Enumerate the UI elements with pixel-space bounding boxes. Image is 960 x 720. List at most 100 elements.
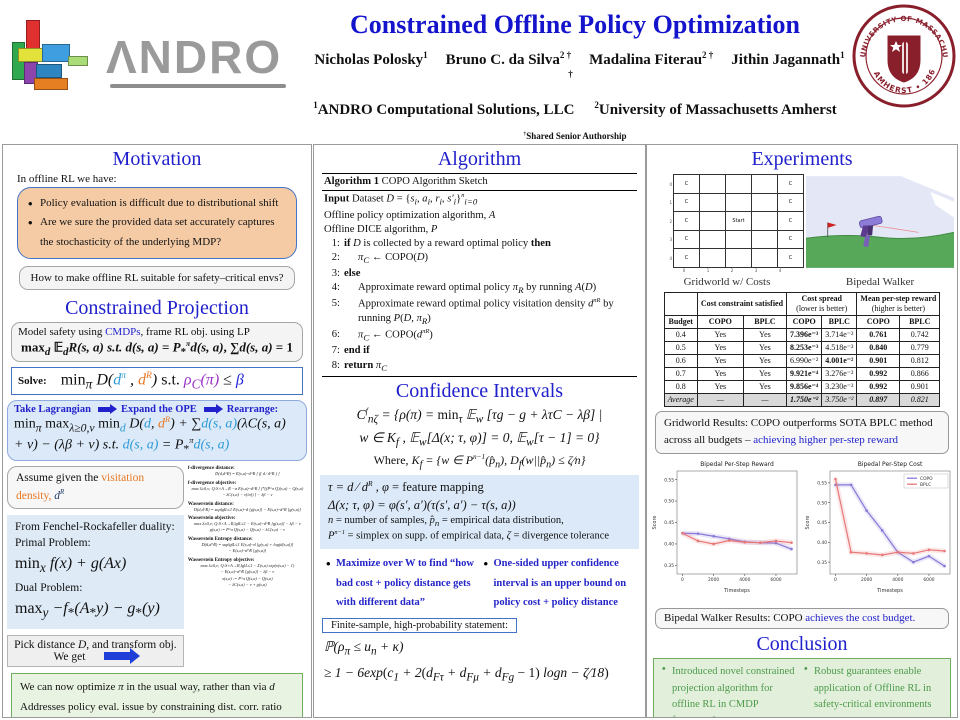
author: Bruno C. da Silva2 †	[445, 50, 572, 68]
algorithm-body: Input Dataset D = {si, ai, ri, s′i}ni=0 O…	[322, 191, 637, 377]
grid-cell: C	[777, 174, 804, 194]
takeaway-line2: Addresses policy eval. issue by constrai…	[20, 700, 282, 713]
grid-cell: C	[673, 248, 700, 268]
bipedal-walker-image	[805, 175, 955, 268]
grid-cell	[751, 211, 778, 231]
lagrangian-step: Rearrange:	[226, 404, 279, 416]
algorithm-line: 7: end if	[331, 345, 370, 357]
table-row: 0.5 Yes Yes 8.253e⁻³ 4.518e⁻² 0.840 0.779	[663, 340, 941, 355]
section-title-motivation: Motivation	[112, 148, 202, 170]
grid-cell: C	[777, 211, 804, 231]
section-title-constrained-projection: Constrained Projection	[65, 296, 249, 319]
grid-cell: C	[777, 229, 804, 249]
poster-title: Constrained Offline Policy Optimization	[350, 10, 800, 39]
gridworld-figure: 0 C C 1 C C 2 C Start C 3 C C 4 C C 0 1 2 3 4 Gridworld w/ C…	[650, 173, 804, 288]
probability-bound-line2: ≥ 1 − 6exp(c1 + 2(dFτ + dFμ + dFg − 1) l…	[324, 664, 609, 684]
svg-text:0.40: 0.40	[817, 540, 827, 546]
table-cell: 0.992	[856, 379, 901, 394]
table-column-header: Budget	[663, 314, 698, 329]
author: Madalina Fiterau2 †	[589, 50, 714, 68]
grid-cell: C	[673, 229, 700, 249]
confidence-set-formula-line2: w ∈ Kf , 𝔼w[Δ(x; τ, φ)] = 0, 𝔼w[τ − 1] =…	[359, 429, 600, 449]
right-arrow-icon	[203, 404, 223, 415]
motivation-question-box: How to make offline RL suitable for safe…	[19, 265, 295, 290]
table-cell: 9.856e⁻⁴	[786, 379, 823, 394]
gridworld-caption: Gridworld w/ Costs	[683, 275, 771, 288]
table-cell: Average	[663, 392, 698, 407]
algorithm-line: 4: Approximate reward optimal policy πR b…	[331, 282, 597, 296]
walker-figure: Bipedal Walker	[805, 175, 955, 288]
table-column-header: COPO	[696, 314, 744, 329]
grid-cell	[751, 229, 778, 249]
shared-authorship-footnote: †Shared Senior Authorship	[523, 131, 627, 141]
pick-we-get: We get	[14, 647, 177, 664]
primal-formula: minx f(x) + g(Ax)	[15, 554, 127, 576]
duality-intro: From Fenchel-Rockafeller duality:	[15, 520, 175, 533]
divergence-formula-section: f-divergence objective: max λ≥0,ν; Q:S×A→…	[187, 480, 304, 498]
svg-text:0.50: 0.50	[817, 500, 827, 506]
table-cell: 9.921e⁻⁴	[786, 366, 823, 381]
pick-distance-text: Pick distance D, and transform obj.	[14, 638, 177, 651]
table-cell: 0.761	[856, 327, 901, 342]
table-cell: Yes	[742, 327, 788, 342]
table-cell: Yes	[696, 327, 744, 342]
bipedal-cost-chart: Bipedal Per-Step Cost Score Timesteps 0.35 0…	[805, 461, 950, 594]
walker-caption: Bipedal Walker	[845, 275, 915, 288]
left-column: Motivation In offline RL we have: Policy…	[2, 144, 312, 718]
grid-cell: C	[673, 192, 700, 212]
grid-cell	[699, 211, 726, 231]
bullet-maximize-over-w: Maximize over W to find “how bad cost + …	[322, 552, 480, 614]
table-cell: 8.253e⁻³	[786, 340, 823, 355]
conclusion-bullet: Introduced novel constrained projection …	[662, 662, 802, 717]
grid-cell: C	[777, 192, 804, 212]
table-cell: 0.742	[899, 327, 941, 342]
table-cell: 4.518e⁻²	[821, 340, 858, 355]
table-cell: 0.992	[856, 366, 901, 381]
bipedal-results-note: Bipedal Walker Results: COPO achieves th…	[655, 607, 949, 630]
simplex-definition: Pn−1 = simplex on supp. of empirical dat…	[328, 529, 610, 542]
table-group-header	[663, 291, 698, 316]
section-title-experiments: Experiments	[751, 148, 853, 170]
table-cell: 4.001e⁻²	[821, 353, 858, 368]
svg-text:Score: Score	[652, 515, 658, 529]
table-cell: Yes	[696, 340, 744, 355]
table-column-header: BPLC	[742, 314, 788, 329]
section-title-conclusion: Conclusion	[756, 633, 848, 656]
motivation-bullet: Policy evaluation is difficult due to di…	[28, 193, 288, 216]
table-column-header: COPO	[856, 314, 901, 329]
svg-text:BPLC: BPLC	[920, 482, 931, 488]
table-cell: 0.901	[856, 353, 901, 368]
grid-cell	[699, 192, 726, 212]
svg-text:Bipedal Per-Step Cost: Bipedal Per-Step Cost	[857, 461, 922, 468]
svg-text:0.50: 0.50	[664, 498, 674, 504]
motivation-bullet: Are we sure the provided data set accura…	[28, 212, 288, 252]
bullet-one-sided-ci: One-sided upper confidence interval is a…	[480, 552, 638, 614]
right-column: Experiments 0 C C 1 C C 2 C Start C 3 C C 4 C C 0 1 2 3 4 Gr…	[646, 144, 958, 718]
table-cell: 0.897	[856, 392, 901, 407]
motivation-intro: In offline RL we have:	[17, 173, 117, 185]
results-table: Cost constraint satisfied Cost spread (low…	[663, 291, 941, 407]
title-block: Constrained Offline Policy Optimization …	[300, 10, 850, 141]
table-cell: 0.812	[899, 353, 941, 368]
grid-cell: C	[673, 211, 700, 231]
table-cell: 3.714e⁻²	[821, 327, 858, 342]
table-group-header: Cost constraint satisfied	[696, 291, 788, 316]
divergence-formula-section: Wasserstein Entropy objective: max λ≥0,ν;…	[187, 557, 295, 588]
andro-logo-underline	[110, 84, 286, 88]
divergence-formula-section: Wasserstein objective: max λ≥0,ν; Q:S×A→R…	[187, 516, 301, 533]
table-cell: 1.750e⁻²	[786, 392, 823, 407]
table-row: 0.8 Yes Yes 9.856e⁻⁴ 3.230e⁻² 0.992 0.901	[663, 379, 941, 394]
algorithm-line: 1: if D is collected by a reward optimal …	[331, 238, 551, 250]
svg-text:6000: 6000	[923, 577, 934, 583]
grid-cell	[725, 248, 752, 268]
delta-definition: Δ(x; τ, φ) = φ(s′, a′)(τ(s′, a′) − τ(s, …	[328, 497, 516, 512]
divergence-formula-section: f-divergence distance: D(d,d^R) = E(s,a)~…	[187, 466, 280, 477]
duality-and-divergences: Assume given the visitation density, dR …	[7, 466, 307, 667]
svg-text:0.40: 0.40	[664, 541, 674, 547]
table-cell: 6.990e⁻²	[786, 353, 823, 368]
svg-text:Timesteps: Timesteps	[723, 588, 750, 594]
right-arrow-icon	[97, 404, 117, 415]
bipedal-reward-chart: Bipedal Per-Step Reward Score Timesteps 0.3…	[652, 461, 797, 594]
dual-formula: maxy −f*(A*y) − g*(y)	[15, 599, 160, 621]
grid-cell	[751, 174, 778, 194]
